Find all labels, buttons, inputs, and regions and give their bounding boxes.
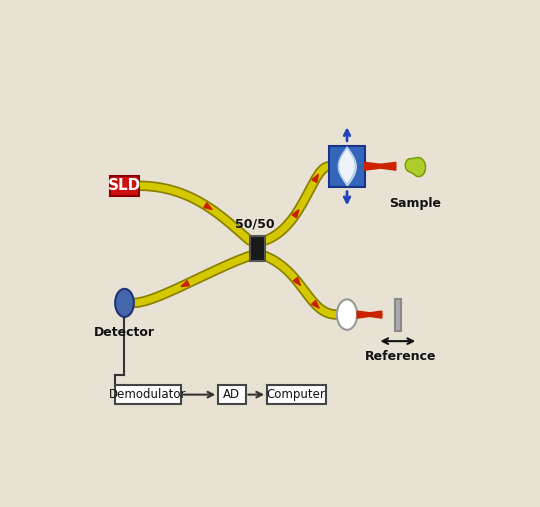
- FancyBboxPatch shape: [111, 175, 139, 196]
- FancyBboxPatch shape: [218, 385, 246, 404]
- FancyBboxPatch shape: [267, 385, 326, 404]
- Ellipse shape: [337, 299, 357, 330]
- Text: Detector: Detector: [94, 325, 155, 339]
- Text: AD: AD: [224, 388, 240, 401]
- Polygon shape: [406, 158, 426, 176]
- Text: Sample: Sample: [389, 197, 441, 210]
- Ellipse shape: [115, 289, 134, 317]
- Polygon shape: [181, 280, 190, 286]
- FancyBboxPatch shape: [114, 385, 181, 404]
- Polygon shape: [312, 301, 319, 308]
- Polygon shape: [204, 203, 212, 209]
- Text: 50/50: 50/50: [235, 218, 275, 231]
- FancyBboxPatch shape: [395, 299, 401, 331]
- Polygon shape: [357, 311, 382, 318]
- Polygon shape: [367, 162, 396, 170]
- Polygon shape: [292, 209, 299, 218]
- Text: Demodulator: Demodulator: [109, 388, 187, 401]
- FancyBboxPatch shape: [329, 146, 364, 187]
- Text: SLD: SLD: [108, 178, 141, 193]
- Polygon shape: [364, 162, 396, 170]
- Polygon shape: [312, 174, 319, 183]
- Polygon shape: [293, 277, 301, 285]
- FancyBboxPatch shape: [250, 236, 265, 261]
- Text: Reference: Reference: [365, 350, 437, 363]
- Text: Computer: Computer: [267, 388, 326, 401]
- Polygon shape: [357, 311, 382, 318]
